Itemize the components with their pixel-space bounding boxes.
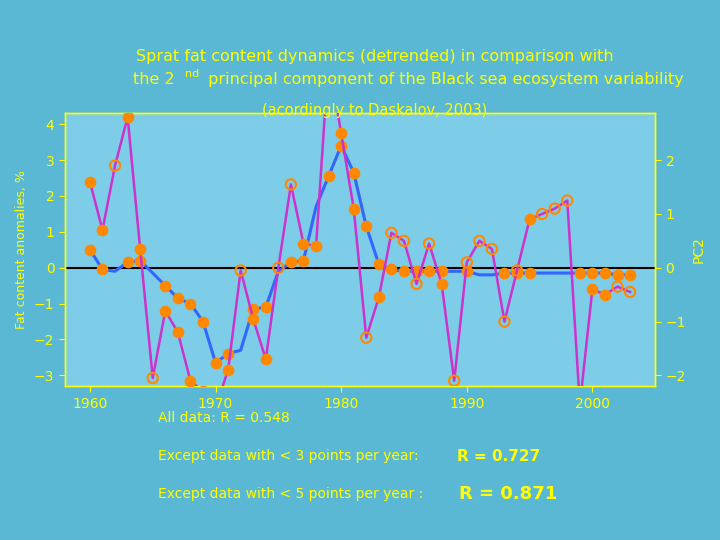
Point xyxy=(511,266,523,275)
Point xyxy=(235,266,246,275)
Text: Sprat fat content dynamics (detrended) in comparison with: Sprat fat content dynamics (detrended) i… xyxy=(135,49,613,64)
Point xyxy=(222,366,234,374)
Point xyxy=(348,204,359,213)
Point xyxy=(461,258,472,267)
Point xyxy=(297,256,309,265)
Point xyxy=(172,294,184,302)
Point xyxy=(210,359,221,367)
Point xyxy=(285,180,297,188)
Point xyxy=(499,269,510,278)
Point xyxy=(373,260,384,268)
Point xyxy=(122,258,133,267)
Text: the 2: the 2 xyxy=(133,72,175,87)
Point xyxy=(260,355,271,363)
Point xyxy=(210,403,221,412)
Point xyxy=(562,196,573,205)
Text: (acordingly to Daskalov, 2003): (acordingly to Daskalov, 2003) xyxy=(262,103,487,118)
Point xyxy=(285,258,297,267)
Point xyxy=(84,177,96,186)
Y-axis label: PC2: PC2 xyxy=(692,237,706,263)
Point xyxy=(511,269,523,278)
Point xyxy=(273,264,284,272)
Point xyxy=(160,307,171,315)
Point xyxy=(122,113,133,122)
Point xyxy=(135,256,146,265)
Point xyxy=(624,271,636,279)
Point xyxy=(336,141,347,150)
Point xyxy=(436,267,447,275)
Point xyxy=(549,204,560,213)
Point xyxy=(184,376,196,385)
Point xyxy=(184,299,196,308)
Point xyxy=(109,161,121,170)
Point xyxy=(323,53,334,62)
Point xyxy=(135,245,146,253)
Point xyxy=(147,374,158,382)
Point xyxy=(197,387,209,396)
Point xyxy=(599,291,611,299)
Point xyxy=(260,303,271,312)
Text: R = 0.871: R = 0.871 xyxy=(459,485,557,503)
Point xyxy=(336,129,347,138)
Point xyxy=(222,349,234,358)
Point xyxy=(449,376,460,385)
Point xyxy=(96,226,108,234)
Point xyxy=(599,269,611,278)
Point xyxy=(587,285,598,294)
Point xyxy=(587,269,598,278)
Point xyxy=(612,282,624,291)
Point xyxy=(248,314,259,323)
Point xyxy=(411,280,423,288)
Point xyxy=(524,215,536,224)
Point xyxy=(536,210,548,218)
Point xyxy=(297,239,309,248)
Text: Except data with < 5 points per year :: Except data with < 5 points per year : xyxy=(158,487,428,501)
Point xyxy=(574,269,585,278)
Point xyxy=(423,267,435,275)
Text: Except data with < 3 points per year:: Except data with < 3 points per year: xyxy=(158,449,423,463)
Point xyxy=(436,280,447,288)
Point xyxy=(423,239,435,248)
Point xyxy=(84,245,96,254)
Point xyxy=(172,328,184,336)
Text: nd: nd xyxy=(185,69,199,79)
Point xyxy=(486,245,498,253)
Point xyxy=(361,333,372,342)
Point xyxy=(323,172,334,180)
Text: principal component of the Black sea ecosystem variability: principal component of the Black sea eco… xyxy=(203,72,684,87)
Point xyxy=(474,237,485,245)
Point xyxy=(160,281,171,290)
Point xyxy=(348,168,359,177)
Point xyxy=(499,317,510,326)
Point xyxy=(461,267,472,275)
Point xyxy=(373,293,384,302)
Y-axis label: Fat content anomalies, %: Fat content anomalies, % xyxy=(15,170,28,329)
Text: R = 0.727: R = 0.727 xyxy=(457,449,541,464)
Point xyxy=(96,265,108,274)
Point xyxy=(197,317,209,326)
Point xyxy=(574,401,585,409)
Point xyxy=(612,271,624,279)
Point xyxy=(310,242,322,251)
Point xyxy=(398,237,410,245)
Point xyxy=(361,222,372,231)
Text: All data: R = 0.548: All data: R = 0.548 xyxy=(158,411,290,426)
Point xyxy=(386,228,397,237)
Point xyxy=(248,305,259,313)
Point xyxy=(524,269,536,278)
Point xyxy=(624,288,636,296)
Point xyxy=(411,267,423,275)
Point xyxy=(398,267,410,275)
Point xyxy=(386,265,397,274)
